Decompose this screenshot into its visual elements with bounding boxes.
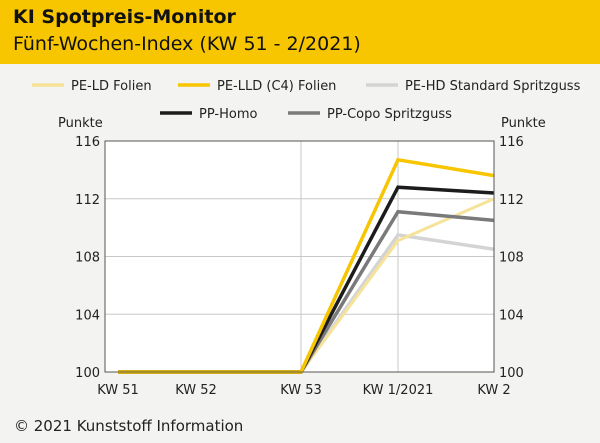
legend-label: PE-HD Standard Spritzguss <box>405 79 581 94</box>
header-band: KI Spotpreis-Monitor Fünf-Wochen-Index (… <box>0 0 600 64</box>
x-tick-label: KW 52 <box>175 383 217 398</box>
y-tick-label-left: 108 <box>75 251 100 266</box>
y-axis-label-left: Punkte <box>58 116 103 131</box>
legend-item: PE-LLD (C4) Folien <box>178 79 336 94</box>
y-tick-label-left: 104 <box>75 308 100 323</box>
legend: PE-LD Folien PE-LLD (C4) Folien PE-HD Stan… <box>32 79 581 122</box>
legend-item: PE-HD Standard Spritzguss <box>366 79 581 94</box>
legend-item: PE-LD Folien <box>32 79 152 94</box>
legend-label: PP-Copo Spritzguss <box>327 107 452 122</box>
legend-label: PE-LLD (C4) Folien <box>217 79 336 94</box>
chart-subtitle: Fünf-Wochen-Index (KW 51 - 2/2021) <box>13 33 361 55</box>
plot-frame <box>104 140 495 373</box>
legend-item: PP-Homo <box>160 107 257 122</box>
y-tick-label-right: 104 <box>499 308 524 323</box>
x-ticks: KW 51 KW 52 KW 53 KW 1/2021 KW 2 <box>97 383 510 398</box>
y-ticks-left: 100 104 108 112 116 <box>75 135 100 381</box>
copyright-text: © 2021 Kunststoff Information <box>14 417 244 435</box>
x-tick-label: KW 51 <box>97 383 139 398</box>
y-tick-label-right: 100 <box>499 366 524 381</box>
line-chart: PE-LD Folien PE-LLD (C4) Folien PE-HD Stan… <box>32 79 581 398</box>
chart-title: KI Spotpreis-Monitor <box>13 6 236 28</box>
y-tick-label-right: 108 <box>499 251 524 266</box>
y-ticks-right: 100 104 108 112 116 <box>499 135 524 381</box>
gridlines <box>105 141 494 372</box>
y-axis-label-right: Punkte <box>501 116 546 131</box>
legend-label: PE-LD Folien <box>71 79 152 94</box>
x-tick-label: KW 53 <box>280 383 322 398</box>
y-tick-label-right: 116 <box>499 135 524 150</box>
y-tick-label-left: 100 <box>75 366 100 381</box>
legend-item: PP-Copo Spritzguss <box>288 107 452 122</box>
y-tick-label-left: 112 <box>75 193 100 208</box>
x-tick-label: KW 1/2021 <box>363 383 434 398</box>
legend-label: PP-Homo <box>199 107 257 122</box>
y-tick-label-left: 116 <box>75 135 100 150</box>
x-tick-label: KW 2 <box>477 383 510 398</box>
y-tick-label-right: 112 <box>499 193 524 208</box>
